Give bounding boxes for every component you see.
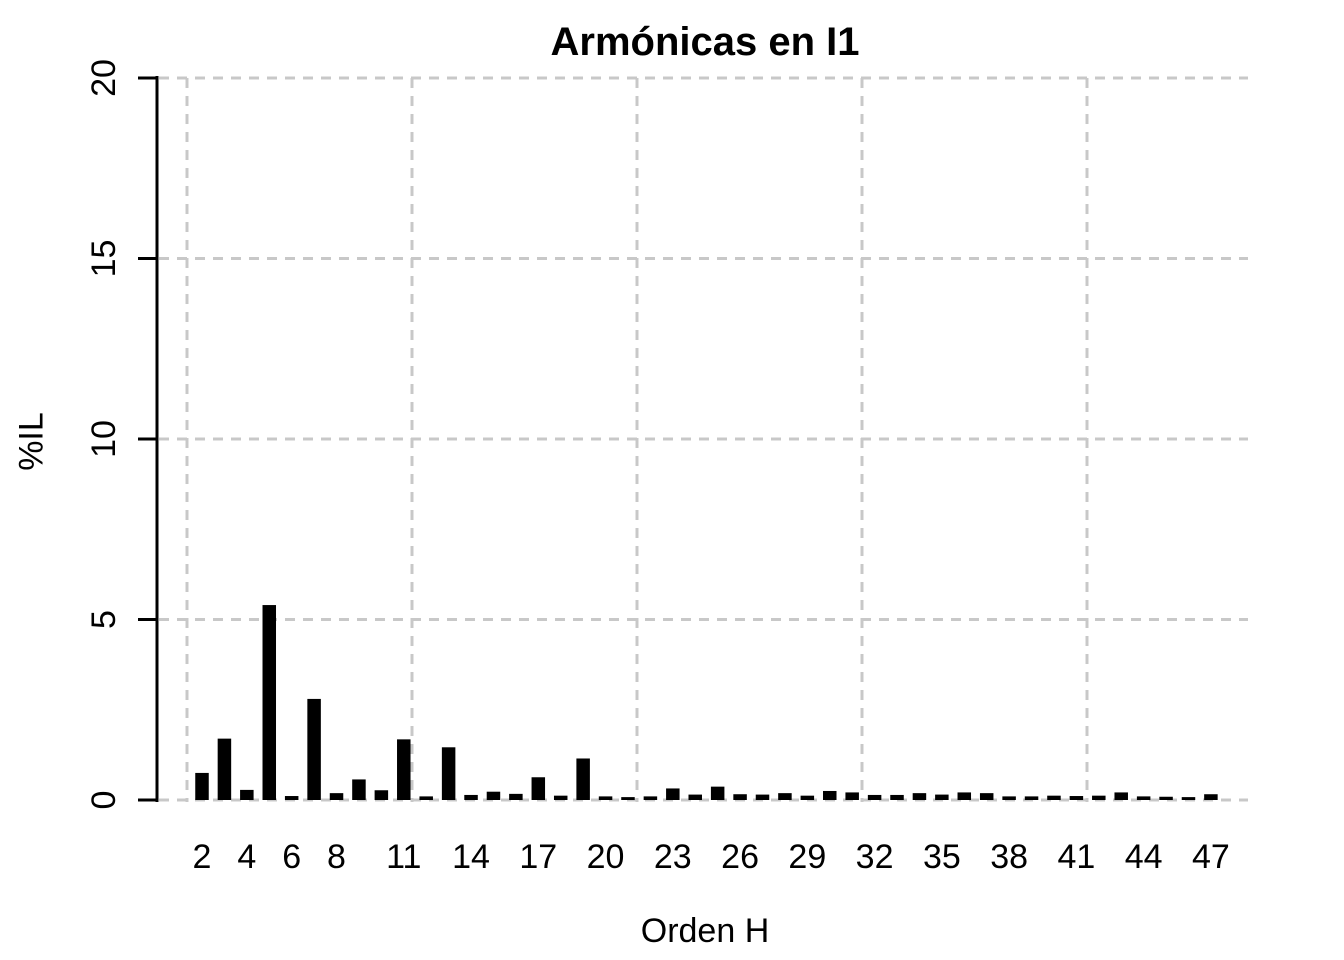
- x-axis: 2 4 6 8 11 14 17 20 23 26 29 32 35 38 41 44 47: [193, 838, 1230, 876]
- x-tick-label: 4: [237, 838, 256, 876]
- gridlines: [159, 76, 1248, 802]
- bar: [778, 793, 792, 800]
- bar: [1114, 792, 1128, 800]
- x-tick-label: 35: [923, 838, 961, 876]
- bar: [441, 747, 456, 800]
- x-tick-label: 29: [788, 838, 826, 876]
- bar: [284, 796, 299, 800]
- bar: [553, 795, 568, 800]
- bar: [464, 794, 478, 800]
- bar: [1204, 794, 1218, 800]
- y-axis: 0 5 10 15 20: [85, 59, 159, 810]
- x-tick-label: 44: [1125, 838, 1163, 876]
- bar: [823, 790, 837, 800]
- bar: [195, 772, 209, 800]
- bars: [195, 605, 1218, 800]
- x-tick-label: 38: [990, 838, 1028, 876]
- x-tick-label: 32: [856, 838, 894, 876]
- bar: [755, 794, 770, 800]
- x-tick-label: 20: [587, 838, 625, 876]
- y-tick-label: 15: [85, 240, 123, 278]
- bar: [1159, 796, 1173, 800]
- x-tick-label: 23: [654, 838, 692, 876]
- bar: [397, 739, 411, 800]
- bar: [307, 698, 321, 800]
- bar: [419, 796, 433, 800]
- bar: [240, 789, 254, 800]
- x-tick-label: 6: [282, 838, 301, 876]
- bar: [329, 793, 344, 800]
- bar: [800, 795, 815, 800]
- bar: [733, 794, 747, 800]
- bar: [486, 791, 501, 800]
- bar: [867, 794, 882, 800]
- bar: [1092, 795, 1106, 800]
- bar: [576, 758, 590, 800]
- bar: [1136, 796, 1151, 800]
- bar: [1047, 795, 1061, 800]
- bar: [643, 796, 658, 800]
- x-tick-label: 17: [519, 838, 557, 876]
- x-tick-label: 11: [386, 838, 421, 876]
- y-tick-label: 10: [85, 420, 123, 458]
- bar: [890, 794, 904, 800]
- y-tick-label: 5: [85, 610, 123, 629]
- bar: [217, 738, 232, 800]
- bar: [979, 793, 994, 800]
- chart-title: Armónicas en I1: [550, 20, 860, 64]
- bar: [262, 605, 277, 800]
- bar: [531, 777, 546, 800]
- y-axis-title: %IL: [12, 412, 51, 471]
- x-tick-label: 8: [327, 838, 346, 876]
- x-tick-label: 26: [721, 838, 759, 876]
- bar: [1181, 797, 1196, 800]
- y-tick-label: 20: [85, 59, 123, 97]
- bar: [957, 792, 972, 800]
- bar: [621, 797, 635, 800]
- x-tick-label: 14: [452, 838, 490, 876]
- y-tick-label: 0: [85, 791, 123, 810]
- bar: [935, 794, 949, 800]
- x-axis-title: Orden H: [640, 912, 770, 950]
- bar: [1024, 796, 1039, 800]
- bar: [710, 786, 725, 800]
- x-tick-label: 2: [193, 838, 212, 876]
- bar: [374, 790, 389, 800]
- x-tick-label: 41: [1057, 838, 1095, 876]
- bar: [688, 794, 702, 800]
- bar: [598, 796, 613, 800]
- x-tick-label: 47: [1192, 838, 1230, 876]
- bar: [912, 793, 927, 800]
- bar: [666, 788, 680, 800]
- bar: [352, 779, 366, 800]
- bar: [845, 792, 859, 800]
- bar: [509, 793, 523, 800]
- bar: [1069, 796, 1084, 800]
- bar: [1002, 796, 1016, 800]
